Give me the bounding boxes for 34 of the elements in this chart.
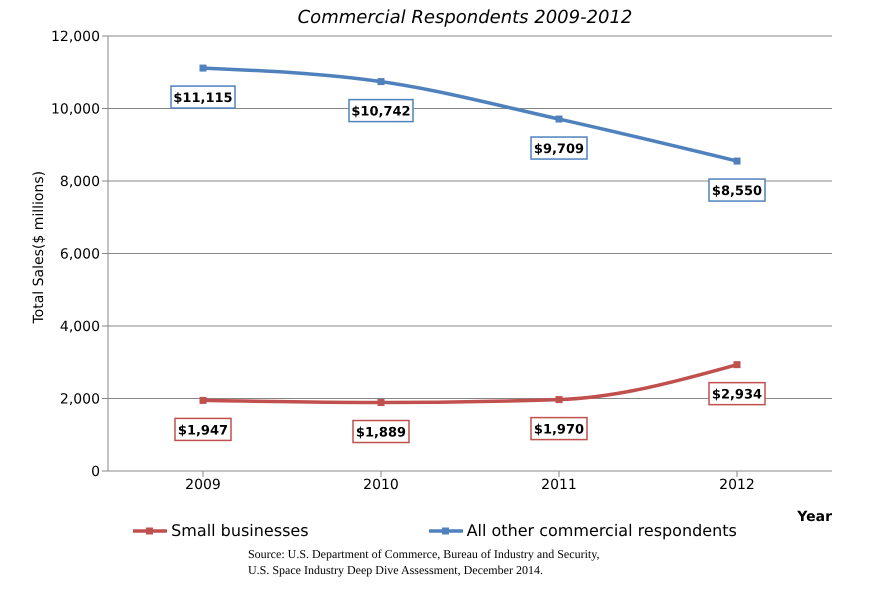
y-tick-label: 2,000 — [60, 391, 100, 408]
point — [200, 396, 206, 404]
source-note: Source: U.S. Department of Commerce, Bureau of Industry and Security, — [248, 546, 600, 562]
data-label: $8,550 — [712, 184, 762, 200]
y-axis-title: Total Sales($ millions) — [30, 170, 47, 324]
data-label: $11,115 — [173, 91, 233, 106]
point — [378, 78, 384, 86]
x-tick-label: 2009 — [185, 476, 221, 493]
y-tick-label: 10,000 — [51, 101, 100, 118]
data-label: $1,970 — [534, 422, 584, 438]
data-label: $9,709 — [534, 142, 584, 158]
chart-title: Commercial Respondents 2009-2012 — [296, 7, 634, 30]
text: U.S. Space Industry Deep Dive Assessment, December 2014. — [248, 562, 544, 578]
legend-label: All other commercial respondents — [466, 521, 737, 540]
data-label: $2,934 — [712, 388, 762, 403]
point — [556, 396, 562, 404]
point — [734, 158, 740, 165]
x-tick-label: 2010 — [363, 476, 399, 493]
legend-label: Small businesses — [171, 521, 309, 540]
x-tick-label: 2011 — [541, 476, 577, 493]
y-tick-label: 4,000 — [60, 318, 100, 335]
y-tick-label: 0 — [91, 464, 100, 480]
x-tick-label: 2012 — [719, 476, 755, 493]
point — [200, 64, 206, 72]
y-tick-label: 6,000 — [60, 246, 100, 262]
data-label: $1,889 — [356, 426, 406, 441]
point — [556, 116, 562, 123]
point — [378, 399, 384, 406]
y-tick-label: 8,000 — [60, 174, 100, 190]
y-tick-label: 12,000 — [51, 28, 100, 45]
point — [734, 361, 740, 368]
x-axis-title: Year — [796, 509, 832, 525]
data-label: $1,947 — [178, 423, 228, 438]
data-label: $10,742 — [351, 104, 411, 120]
